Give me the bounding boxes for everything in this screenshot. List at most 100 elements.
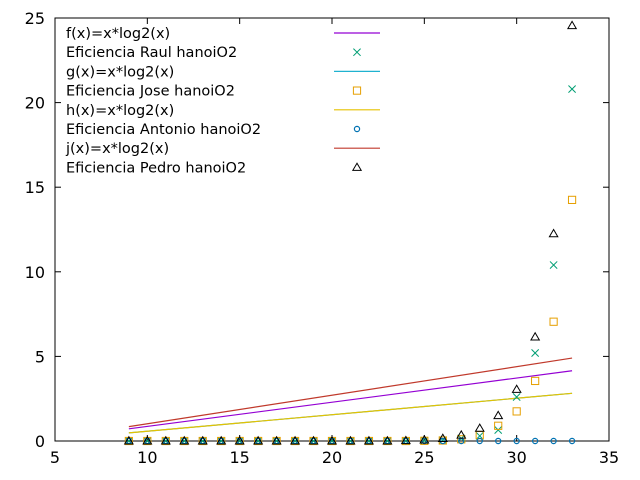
x-axis: 5 10 15 20 25 30 35	[50, 18, 619, 467]
data-point	[161, 437, 170, 445]
data-point	[420, 436, 429, 445]
data-point	[235, 437, 244, 445]
marker-stroke	[161, 437, 170, 445]
data-point	[568, 437, 576, 445]
marker-stroke	[353, 48, 361, 57]
data-point	[456, 429, 467, 439]
legend-label: Eficiencia Pedro hanoiO2	[66, 160, 246, 176]
data-point	[567, 195, 577, 204]
data-point	[457, 435, 466, 444]
data-point	[234, 435, 245, 445]
marker-stroke	[198, 437, 207, 445]
legend: f(x)=x*log2(x) Eficiencia Raul hanoiO2 g(x…	[65, 26, 380, 176]
data-point	[382, 435, 393, 445]
marker-stroke	[291, 437, 300, 445]
x-tick-label: 15	[229, 448, 249, 467]
data-point	[271, 435, 282, 445]
data-point	[512, 407, 521, 416]
data-point	[513, 437, 520, 445]
marker-stroke	[235, 437, 244, 445]
series-3	[123, 20, 578, 445]
marker-stroke	[272, 437, 281, 445]
data-point	[493, 410, 504, 420]
legend-label: Eficiencia Raul hanoiO2	[66, 45, 237, 61]
data-point	[476, 437, 483, 445]
data-point	[179, 435, 190, 445]
plot-frame	[54, 17, 610, 442]
y-tick-label: 10	[25, 263, 45, 282]
data-point	[124, 437, 133, 445]
y-tick-label: 5	[35, 347, 45, 366]
data-point	[437, 433, 448, 442]
marker-stroke	[346, 437, 355, 445]
data-point	[197, 435, 208, 445]
data-point	[495, 437, 502, 445]
data-point	[419, 434, 430, 444]
data-point	[568, 85, 577, 94]
x-tick-label: 30	[506, 448, 526, 467]
data-point	[364, 437, 373, 445]
data-point	[550, 437, 557, 445]
data-point	[143, 437, 152, 445]
data-point	[474, 423, 485, 432]
legend-marker-sample	[351, 162, 363, 171]
data-point	[530, 331, 541, 341]
data-point	[511, 384, 522, 393]
marker-stroke	[143, 437, 152, 445]
function-line-2	[128, 392, 573, 434]
data-point	[328, 437, 336, 445]
y-tick-label: 20	[25, 94, 45, 113]
data-point	[531, 349, 540, 357]
marker-stroke	[309, 437, 318, 445]
data-point	[345, 435, 356, 445]
plot-border	[54, 17, 610, 442]
data-point	[272, 437, 281, 445]
marker-stroke	[180, 437, 189, 445]
data-point	[308, 435, 319, 445]
data-point	[326, 435, 338, 445]
series-1	[124, 195, 577, 446]
function-line-3	[128, 357, 573, 428]
marker-stroke	[549, 261, 558, 269]
data-point	[475, 430, 484, 440]
marker-stroke	[494, 426, 503, 434]
data-point	[549, 261, 558, 269]
data-point	[400, 435, 411, 445]
data-point	[512, 393, 521, 401]
y-tick-label: 15	[25, 178, 45, 197]
marker-stroke	[531, 349, 540, 357]
data-point	[291, 437, 300, 445]
marker-stroke	[512, 393, 521, 401]
data-point	[198, 437, 207, 445]
data-point	[216, 435, 227, 445]
x-tick-label: 25	[414, 448, 434, 467]
x-tick-label: 5	[50, 448, 60, 467]
data-point	[142, 435, 153, 445]
x-tick-label: 35	[599, 448, 619, 467]
y-axis: 0 5 10 15 20 25	[25, 9, 609, 451]
legend-label: j(x)=x*log2(x)	[65, 141, 169, 157]
data-point	[160, 435, 171, 445]
data-point	[548, 228, 559, 238]
function-line-0	[128, 370, 573, 430]
marker-stroke	[254, 437, 263, 445]
legend-label: Eficiencia Antonio hanoiO2	[66, 122, 261, 138]
data-point	[289, 435, 301, 445]
data-point	[363, 435, 375, 445]
data-point	[346, 437, 355, 445]
data-point	[383, 437, 392, 445]
marker-stroke	[383, 437, 392, 445]
x-tick-label: 20	[322, 448, 342, 467]
series-0	[124, 85, 577, 445]
legend-label: Eficiencia Jose hanoiO2	[66, 84, 235, 100]
data-point	[549, 317, 558, 326]
x-tick-label: 10	[137, 448, 157, 467]
y-tick-label: 0	[35, 432, 45, 451]
data-point	[309, 437, 318, 445]
legend-label: f(x)=x*log2(x)	[66, 26, 170, 42]
data-points	[123, 20, 578, 446]
data-point	[254, 437, 263, 445]
data-point	[566, 20, 578, 30]
y-tick-label: 25	[25, 9, 45, 28]
